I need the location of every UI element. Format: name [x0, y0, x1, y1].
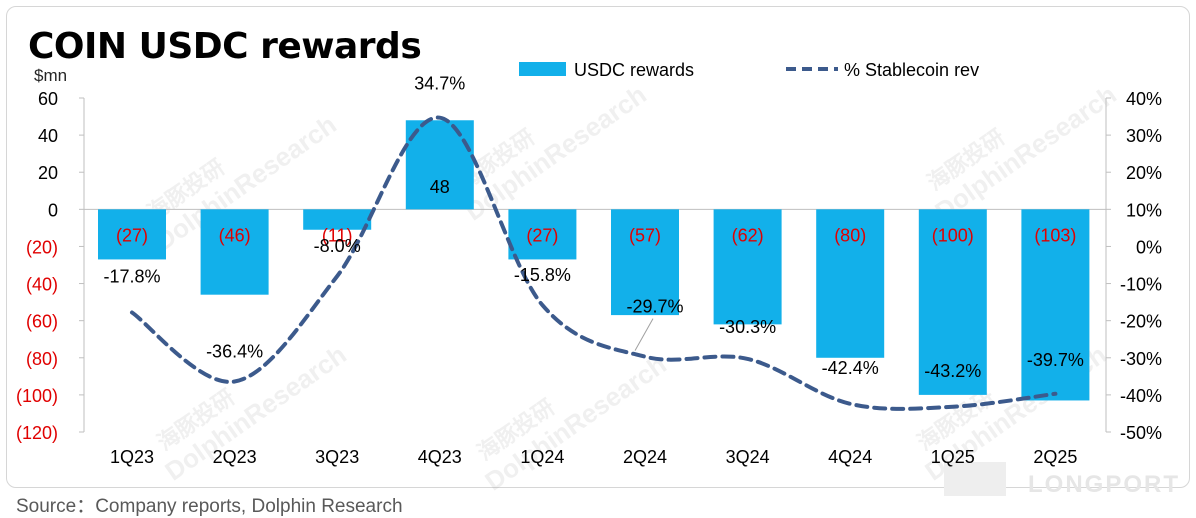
line-value-label: -15.8%	[514, 265, 571, 285]
line-value-label: -36.4%	[206, 342, 263, 362]
chart-title: COIN USDC rewards	[28, 26, 422, 67]
legend-bar-swatch	[519, 62, 566, 76]
left-tick-label: 0	[48, 200, 58, 220]
longport-logo-text: LONGPORT	[1028, 471, 1180, 498]
line-layer	[130, 115, 1058, 411]
source-note: Source：Company reports, Dolphin Research	[16, 496, 403, 517]
x-tick-label: 3Q24	[726, 447, 770, 467]
legend-bar-label: USDC rewards	[574, 60, 694, 80]
x-tick-label: 1Q25	[931, 447, 975, 467]
bar-2Q25	[1021, 209, 1090, 401]
bar-value-label: (46)	[219, 225, 251, 245]
right-tick-label: 10%	[1126, 200, 1162, 220]
line-value-label: -42.4%	[822, 358, 879, 378]
line-value-label: -8.0%	[314, 236, 361, 256]
right-tick-label: -20%	[1120, 312, 1162, 332]
bar-3Q24	[713, 209, 782, 325]
x-tick-label: 4Q24	[828, 447, 872, 467]
right-tick-label: 30%	[1126, 126, 1162, 146]
bars-layer	[98, 120, 1090, 401]
x-tick-label: 3Q23	[315, 447, 359, 467]
line-value-label: -39.7%	[1027, 350, 1084, 370]
left-axis-unit: $mn	[34, 66, 68, 85]
right-tick-label: -40%	[1120, 386, 1162, 406]
bar-value-label: (100)	[932, 225, 974, 245]
bar-value-label: (27)	[526, 225, 558, 245]
left-tick-label: (40)	[26, 275, 58, 295]
left-tick-label: (120)	[16, 423, 58, 443]
bar-1Q23	[98, 209, 166, 260]
left-tick-label: (100)	[16, 386, 58, 406]
x-tick-label: 1Q23	[110, 447, 154, 467]
bar-2Q24	[611, 209, 679, 316]
bar-4Q24	[816, 209, 885, 358]
line-value-label: -43.2%	[924, 361, 981, 381]
line-value-label: -30.3%	[719, 317, 776, 337]
left-tick-label: 60	[38, 89, 58, 109]
legend: USDC rewards % Stablecoin rev	[519, 60, 979, 80]
bar-value-label: (57)	[629, 225, 661, 245]
line-value-label: -17.8%	[103, 267, 160, 287]
bar-3Q23	[303, 209, 372, 230]
right-tick-label: 0%	[1136, 237, 1162, 257]
x-tick-label: 4Q23	[418, 447, 462, 467]
left-tick-label: 40	[38, 126, 58, 146]
line-value-label: -29.7%	[626, 297, 683, 317]
bar-4Q23	[405, 120, 474, 210]
right-tick-label: -50%	[1120, 423, 1162, 443]
bar-1Q24	[508, 209, 577, 260]
bar-value-label: (80)	[834, 225, 866, 245]
right-tick-label: -10%	[1120, 275, 1162, 295]
x-tick-label: 2Q25	[1033, 447, 1077, 467]
bar-value-label: (62)	[732, 225, 764, 245]
bar-value-label: (11)	[322, 225, 353, 245]
line-labels-layer: -17.8% -36.4% -8.0% 34.7% -15.8% -29.7% -30.3%…	[103, 74, 1083, 381]
left-tick-label: (60)	[26, 312, 58, 332]
axes-layer: 60 40 20 0 (20) (40) (60) (80) (100) (120) 40% 30% 2…	[16, 89, 1162, 467]
right-tick-label: -30%	[1120, 349, 1162, 369]
stablecoin-line	[130, 115, 1058, 411]
leader-line	[634, 318, 654, 351]
line-value-label: 34.7%	[414, 74, 465, 94]
bar-value-label: (103)	[1034, 225, 1076, 245]
left-tick-label: (20)	[26, 237, 58, 257]
right-tick-label: 20%	[1126, 163, 1162, 183]
legend-line-label: % Stablecoin rev	[844, 60, 979, 80]
right-tick-label: 40%	[1126, 89, 1162, 109]
left-tick-label: (80)	[26, 349, 58, 369]
x-tick-label: 1Q24	[520, 447, 564, 467]
x-tick-label: 2Q24	[623, 447, 667, 467]
bar-2Q23	[200, 209, 269, 295]
bar-labels-layer: (27) (46) (11) 48 (27) (57) (62) (80) (100) (103)	[116, 177, 1076, 246]
longport-logo-mark	[944, 462, 1006, 496]
x-tick-label: 2Q23	[213, 447, 257, 467]
bar-1Q25	[918, 209, 987, 395]
left-tick-label: 20	[38, 163, 58, 183]
bar-value-label: 48	[430, 177, 450, 197]
bar-value-label: (27)	[116, 225, 148, 245]
